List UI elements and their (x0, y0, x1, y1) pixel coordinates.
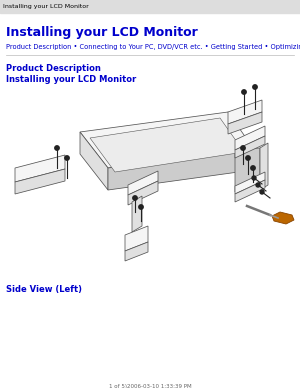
Circle shape (139, 205, 143, 209)
Polygon shape (125, 242, 148, 261)
Polygon shape (235, 180, 265, 202)
Text: Product Description • Connecting to Your PC, DVD/VCR etc. • Getting Started • Op: Product Description • Connecting to Your… (6, 44, 300, 50)
Polygon shape (90, 118, 244, 172)
Text: Installing your LCD Monitor: Installing your LCD Monitor (6, 75, 136, 84)
Polygon shape (108, 148, 253, 190)
Polygon shape (15, 155, 65, 182)
Text: Side View (Left): Side View (Left) (6, 285, 82, 294)
Circle shape (252, 176, 256, 180)
Polygon shape (128, 171, 158, 195)
Text: 1 of 5)2006-03-10 1:33:39 PM: 1 of 5)2006-03-10 1:33:39 PM (109, 384, 191, 388)
Polygon shape (15, 169, 65, 194)
Polygon shape (128, 181, 158, 205)
Circle shape (251, 166, 255, 170)
Polygon shape (228, 112, 262, 134)
Circle shape (242, 90, 246, 94)
Circle shape (55, 146, 59, 150)
Polygon shape (80, 112, 253, 168)
Circle shape (253, 85, 257, 89)
Polygon shape (125, 226, 148, 251)
Polygon shape (132, 196, 142, 232)
Bar (0, 0, 300, 13)
Polygon shape (235, 136, 265, 158)
Polygon shape (272, 212, 294, 224)
Text: Product Description: Product Description (6, 64, 101, 73)
Circle shape (256, 183, 260, 187)
Polygon shape (235, 172, 265, 194)
Circle shape (133, 196, 137, 200)
Polygon shape (235, 126, 265, 150)
Polygon shape (235, 148, 260, 192)
Circle shape (65, 156, 69, 160)
Text: Installing your LCD Monitor: Installing your LCD Monitor (3, 4, 89, 9)
Text: Installing your LCD Monitor: Installing your LCD Monitor (6, 26, 198, 39)
Circle shape (246, 156, 250, 160)
Circle shape (241, 146, 245, 150)
Polygon shape (260, 143, 268, 190)
Circle shape (260, 190, 264, 194)
Polygon shape (228, 100, 262, 124)
Polygon shape (80, 132, 108, 190)
